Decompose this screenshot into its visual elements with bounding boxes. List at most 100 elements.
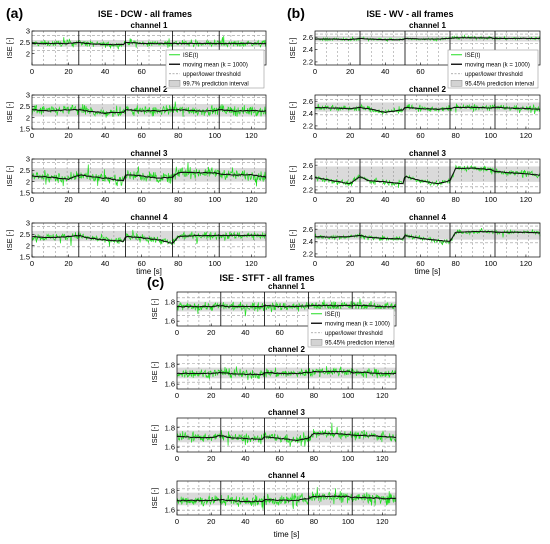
x-tick-label: 80 (310, 391, 318, 400)
x-tick-label: 80 (310, 517, 318, 526)
x-tick-label: 20 (346, 67, 354, 76)
x-tick-label: 60 (416, 195, 424, 204)
x-tick-label: 20 (346, 259, 354, 268)
moving-mean-line (32, 41, 267, 46)
legend-label: upper/lower threshold (183, 72, 241, 78)
axes-frame (176, 291, 397, 327)
y-tick-label: 1.6 (165, 443, 175, 452)
y-tick-label: 2 (26, 177, 30, 186)
legend-label: moving mean (k = 1000) (325, 322, 390, 328)
x-tick-label: 40 (381, 131, 389, 140)
x-tick-label: 60 (138, 67, 146, 76)
x-tick-label: 20 (207, 391, 215, 400)
x-tick-label: 40 (241, 517, 249, 526)
y-tick-label: 2 (26, 113, 30, 122)
x-tick-label: 20 (346, 195, 354, 204)
x-tick-label: 120 (376, 517, 389, 526)
y-tick-label: 2.5 (20, 230, 30, 239)
moving-mean-line (176, 495, 397, 503)
x-tick-label: 20 (64, 195, 72, 204)
y-axis-label: ISE [-] (288, 230, 297, 251)
x-tick-label: 40 (101, 67, 109, 76)
ise-signal-line (176, 298, 397, 317)
x-axis-label: time [s] (274, 530, 300, 539)
y-tick-label: 2.4 (303, 45, 313, 54)
y-tick-label: 3 (26, 155, 30, 164)
x-tick-label: 0 (313, 67, 317, 76)
moving-mean-line (176, 304, 397, 308)
x-tick-label: 120 (520, 195, 533, 204)
legend-label: 95.45% prediction interval (325, 341, 394, 347)
y-axis-label: ISE [-] (288, 166, 297, 187)
subplot-title: channel 2 (268, 345, 305, 354)
x-tick-label: 100 (209, 131, 222, 140)
x-tick-label: 100 (342, 454, 355, 463)
subplot-title: channel 3 (268, 408, 305, 417)
x-tick-label: 60 (138, 131, 146, 140)
x-tick-label: 120 (245, 195, 258, 204)
y-tick-label: 2 (26, 49, 30, 58)
y-tick-label: 2.5 (20, 166, 30, 175)
y-tick-label: 1.6 (165, 317, 175, 326)
legend-label: moving mean (k = 1000) (465, 63, 530, 69)
y-tick-label: 2.5 (20, 102, 30, 111)
panel-b-title: ISE - WV - all frames (366, 9, 453, 19)
x-tick-label: 40 (241, 328, 249, 337)
legend-label: 95.45% prediction interval (465, 82, 534, 88)
prediction-interval-band (315, 229, 540, 240)
y-tick-label: 1.6 (165, 380, 175, 389)
panel-c-title: ISE - STFT - all frames (219, 273, 314, 283)
x-tick-label: 60 (138, 195, 146, 204)
subplot-title: channel 1 (409, 21, 446, 30)
y-axis-label: ISE [-] (5, 102, 14, 123)
y-tick-label: 1.8 (165, 486, 175, 495)
x-tick-label: 20 (64, 131, 72, 140)
x-tick-label: 120 (376, 391, 389, 400)
x-tick-label: 40 (241, 454, 249, 463)
x-tick-label: 100 (342, 391, 355, 400)
y-axis-label: ISE [-] (5, 38, 14, 59)
x-tick-label: 80 (174, 259, 182, 268)
subplot-title: channel 3 (131, 149, 168, 158)
axes-frame (176, 480, 397, 516)
y-tick-label: 2.2 (303, 250, 313, 259)
x-tick-label: 80 (174, 131, 182, 140)
x-tick-label: 0 (175, 391, 179, 400)
legend-label: moving mean (k = 1000) (183, 63, 248, 69)
y-tick-label: 2.2 (303, 122, 313, 131)
axes-frame (314, 30, 541, 66)
x-tick-label: 60 (275, 328, 283, 337)
x-tick-label: 20 (207, 517, 215, 526)
axes-frame (314, 222, 541, 258)
legend-box (165, 49, 265, 89)
x-tick-label: 60 (138, 259, 146, 268)
x-tick-label: 20 (207, 454, 215, 463)
x-tick-label: 0 (175, 517, 179, 526)
axes-frame (314, 94, 541, 130)
subplot-title: channel 1 (268, 282, 305, 291)
x-tick-label: 100 (485, 195, 498, 204)
ise-signal-line (31, 101, 267, 118)
moving-mean-line (315, 37, 541, 41)
x-tick-label: 80 (174, 195, 182, 204)
x-tick-label: 100 (485, 131, 498, 140)
y-axis-label: ISE [-] (5, 166, 14, 187)
x-axis-label: time [s] (136, 267, 162, 276)
y-tick-label: 3 (26, 219, 30, 228)
legend-label: ISE(t) (325, 312, 340, 318)
x-tick-label: 80 (451, 131, 459, 140)
y-tick-label: 2 (26, 241, 30, 250)
y-axis-label: ISE [-] (150, 299, 159, 320)
y-tick-label: 1.8 (165, 360, 175, 369)
subplot-title: channel 1 (131, 21, 168, 30)
x-tick-label: 0 (30, 131, 34, 140)
moving-mean-line (315, 106, 541, 114)
x-tick-label: 100 (485, 259, 498, 268)
y-axis-label: ISE [-] (150, 425, 159, 446)
legend-swatch-band (450, 80, 463, 87)
moving-mean-line (31, 234, 267, 244)
x-tick-label: 120 (376, 454, 389, 463)
panel-c-tag: (c) (147, 274, 164, 290)
x-tick-label: 20 (64, 67, 72, 76)
